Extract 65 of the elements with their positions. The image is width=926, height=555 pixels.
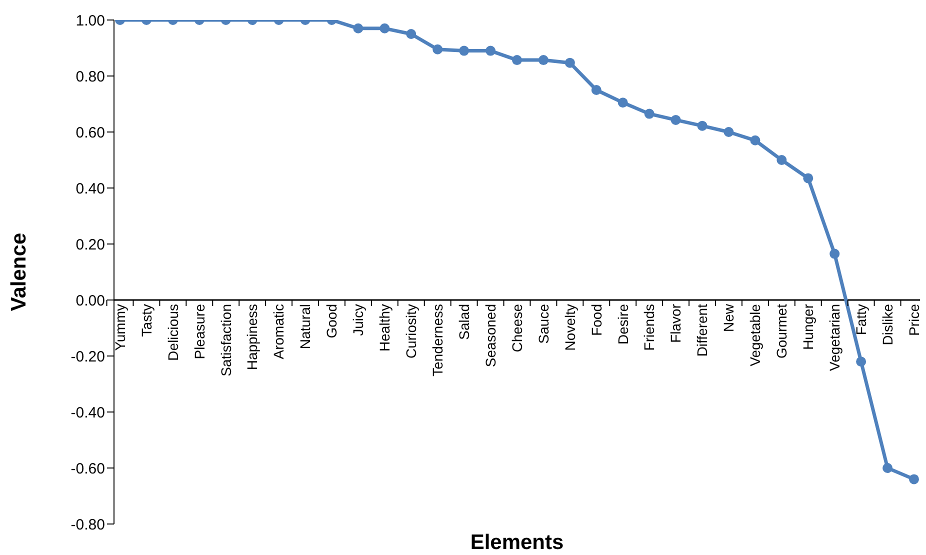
point [564, 58, 575, 68]
x-tick-label: Tasty [138, 304, 154, 337]
y-axis-title: Valence [7, 232, 30, 312]
y-tick-label: -0.80 [70, 516, 105, 534]
point [856, 356, 866, 367]
y-tick-label: 1.00 [76, 12, 105, 30]
point [432, 44, 443, 54]
x-tick-label: Food [588, 304, 604, 336]
x-tick-label: Yummy [112, 304, 128, 351]
x-tick-label: Good [324, 304, 340, 338]
x-tick-label: Sauce [535, 304, 552, 344]
point [618, 98, 628, 108]
x-tick-label: Tenderness [430, 304, 446, 376]
point [670, 114, 681, 125]
point [830, 248, 840, 259]
x-tick-label: Flavor [668, 304, 684, 343]
x-tick-label: Price [906, 304, 922, 336]
point [882, 463, 893, 473]
point [776, 155, 787, 165]
point [380, 23, 390, 34]
x-tick-label: Cheese [508, 304, 525, 352]
x-tick-label: Vegetable [747, 304, 764, 366]
y-tick-label: 0.80 [76, 68, 105, 86]
x-tick-label: Pleasure [191, 304, 208, 360]
point [591, 85, 602, 95]
x-tick-label: Healthy [376, 304, 393, 352]
y-tick-label: 0.60 [76, 124, 105, 142]
point [750, 135, 760, 146]
x-tick-label: Novelty [562, 304, 578, 351]
x-tick-label: Juicy [350, 304, 366, 336]
x-tick-label: Delicious [164, 304, 181, 361]
x-tick-label: Natural [297, 304, 314, 350]
x-tick-label: Curiosity [403, 304, 420, 358]
y-tick-label: 0.40 [76, 180, 105, 198]
point [909, 474, 919, 484]
x-tick-label: Dislike [879, 304, 896, 346]
x-axis-title: Elements [470, 531, 564, 554]
x-tick-label: Salad [456, 304, 472, 340]
x-tick-label: Fatty [852, 304, 869, 336]
x-tick-label: Vegetarian [826, 304, 842, 371]
x-tick-label: Gourmet [774, 304, 790, 358]
point [724, 127, 734, 137]
x-tick-label: Seasoned [482, 304, 498, 368]
y-tick-label: -0.20 [70, 348, 105, 366]
x-tick-label: Friends [641, 304, 658, 351]
point [486, 46, 496, 56]
point [512, 55, 522, 66]
x-tick-label: Desire [614, 304, 631, 344]
x-tick-label: Happiness [244, 304, 260, 370]
y-tick-label: 0.00 [76, 292, 105, 310]
point [644, 108, 654, 119]
point [353, 23, 364, 34]
x-tick-label: Aromatic [270, 304, 287, 360]
x-tick-label: Hunger [800, 304, 816, 350]
y-tick-label: -0.40 [70, 404, 105, 422]
point [459, 46, 470, 56]
point [697, 120, 708, 131]
x-tick-label: New [720, 303, 737, 332]
point [803, 173, 814, 184]
point [406, 29, 416, 39]
y-tick-label: -0.60 [70, 460, 105, 478]
x-tick-label: Different [694, 304, 710, 357]
x-tick-label: Satisfaction [218, 304, 234, 376]
point [538, 55, 548, 66]
y-tick-label: 0.20 [76, 236, 105, 254]
